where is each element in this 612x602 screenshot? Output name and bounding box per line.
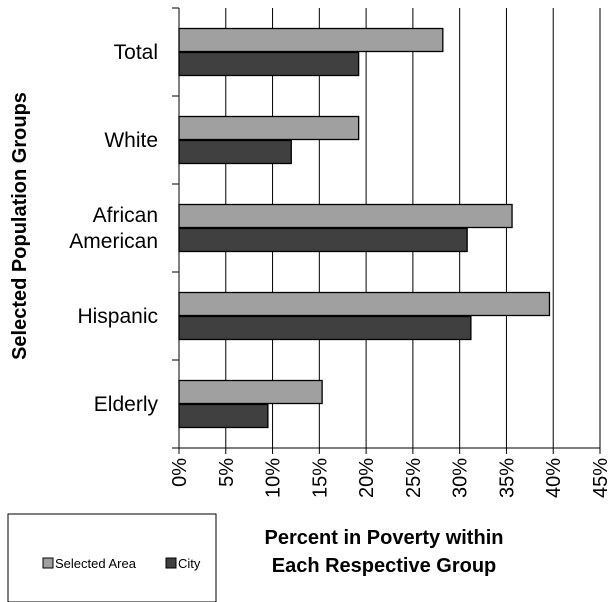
x-tick-label: 0% (169, 458, 191, 487)
bar (178, 27, 444, 53)
bar (178, 227, 468, 253)
bar (178, 291, 551, 317)
bar (178, 203, 513, 229)
bar (178, 139, 292, 165)
category-label: African (93, 204, 158, 227)
legend: Selected Area City (7, 513, 217, 602)
category-label: Hispanic (77, 305, 158, 328)
x-tick-label: 10% (263, 458, 285, 498)
axes (172, 7, 601, 454)
category-label: Total (114, 41, 158, 64)
x-tick-label: 15% (309, 458, 331, 498)
bar (178, 51, 360, 77)
legend-label-selected-area: Selected Area (55, 556, 137, 571)
x-tick-label: 35% (496, 458, 518, 498)
x-tick-label: 30% (450, 458, 472, 498)
x-axis-title-line-1: Percent in Poverty within (265, 527, 504, 549)
bar (178, 115, 360, 141)
legend-label-city: City (178, 556, 201, 571)
x-tick-labels: 0% 5% 10% 15% 20% 25% 30% 35% 40% 45% (169, 458, 612, 498)
x-tick-label: 40% (543, 458, 565, 498)
y-axis-title: Selected Population Groups (9, 92, 31, 360)
category-label: White (104, 129, 158, 152)
legend-swatch-city (165, 557, 177, 569)
category-label: American (69, 230, 158, 253)
x-axis-title-line-2: Each Respective Group (272, 555, 497, 577)
category-labels: Total White African American Hispanic Elderly (69, 41, 158, 416)
bar (178, 315, 472, 341)
category-label: Elderly (94, 393, 159, 416)
bar (178, 403, 269, 429)
x-tick-label: 5% (216, 458, 238, 487)
bars (178, 27, 551, 429)
x-tick-label: 25% (403, 458, 425, 498)
x-tick-label: 45% (590, 458, 612, 498)
bar (178, 379, 323, 405)
x-tick-label: 20% (356, 458, 378, 498)
legend-swatch-selected-area (42, 557, 54, 569)
